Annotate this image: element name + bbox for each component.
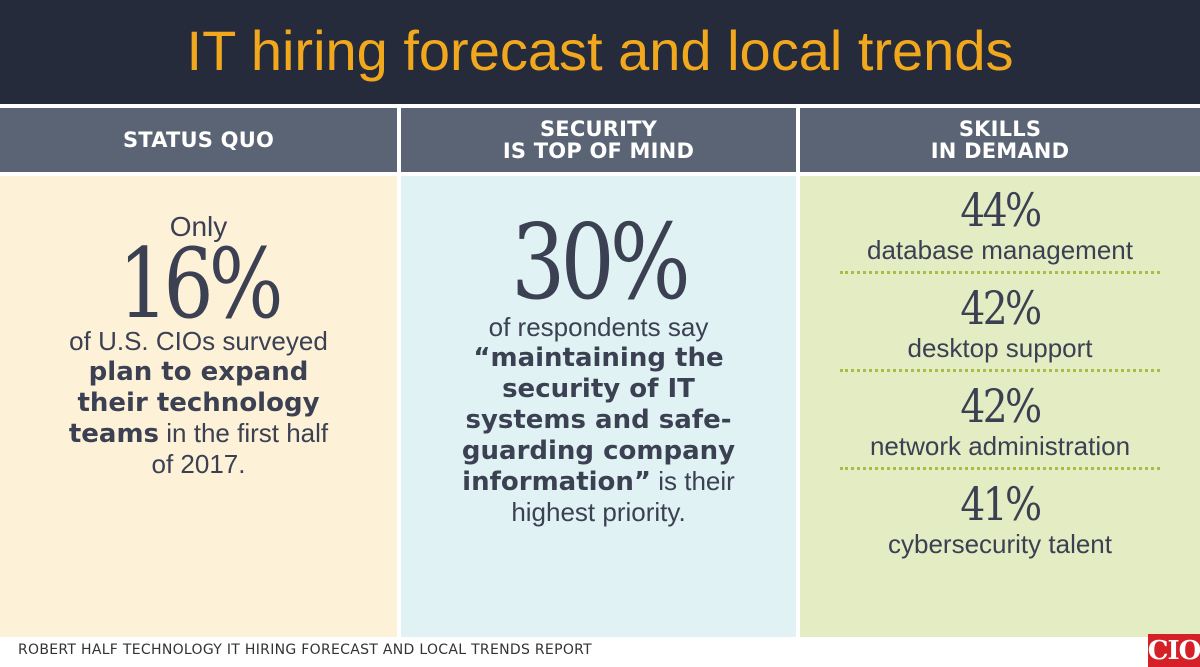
- header-label: STATUS QUO: [122, 128, 274, 152]
- stat-description: of U.S. CIOs surveyed plan to expand the…: [0, 326, 397, 479]
- desc-after: is their highest priority.: [511, 466, 735, 527]
- dotted-divider: [840, 369, 1160, 372]
- dotted-divider: [840, 271, 1160, 274]
- skill-label: desktop support: [907, 333, 1093, 363]
- skill-item: 44% database management: [800, 176, 1200, 274]
- skill-item: 42% network administration: [800, 372, 1200, 470]
- skill-percent: 42%: [960, 379, 1042, 433]
- stat-description: of respondents say “maintaining the secu…: [401, 312, 796, 527]
- lead-text: Only: [169, 211, 228, 242]
- skill-percent: 41%: [960, 477, 1042, 531]
- header-label: SKILLS IN DEMAND: [930, 117, 1070, 163]
- desc-bold: “maintaining the security of IT systems …: [461, 343, 736, 497]
- cio-logo: CIO: [1147, 634, 1200, 667]
- source-footer: ROBERT HALF TECHNOLOGY IT HIRING FORECAS…: [18, 642, 592, 658]
- desc-before: of respondents say: [488, 312, 709, 342]
- panel-security: 30% of respondents say “maintaining the …: [401, 176, 796, 637]
- header-status-quo: STATUS QUO: [0, 108, 397, 172]
- skill-item: 41% cybersecurity talent: [800, 470, 1200, 568]
- skill-label: database management: [867, 235, 1133, 265]
- page-title: IT hiring forecast and local trends: [186, 18, 1014, 82]
- skill-label: cybersecurity talent: [888, 529, 1112, 559]
- header-security: SECURITY IS TOP OF MIND: [401, 108, 796, 172]
- desc-bold: plan to expand their technology teams: [68, 357, 320, 449]
- panel-skills: 44% database management 42% desktop supp…: [800, 176, 1200, 637]
- header-label: SECURITY IS TOP OF MIND: [502, 117, 695, 163]
- skill-percent: 42%: [960, 281, 1042, 335]
- desc-before: of U.S. CIOs surveyed: [69, 326, 328, 356]
- skill-label: network administration: [869, 431, 1131, 461]
- panel-status-quo: Only 16% of U.S. CIOs surveyed plan to e…: [0, 176, 397, 637]
- dotted-divider: [840, 467, 1160, 470]
- desc-after: in the first half of 2017.: [151, 418, 329, 479]
- skill-percent: 44%: [960, 183, 1042, 237]
- header-skills: SKILLS IN DEMAND: [800, 108, 1200, 172]
- stat-value: 30%: [511, 201, 691, 323]
- skill-item: 42% desktop support: [800, 274, 1200, 372]
- title-bar: IT hiring forecast and local trends: [0, 0, 1200, 104]
- stat-value: 16%: [118, 228, 283, 340]
